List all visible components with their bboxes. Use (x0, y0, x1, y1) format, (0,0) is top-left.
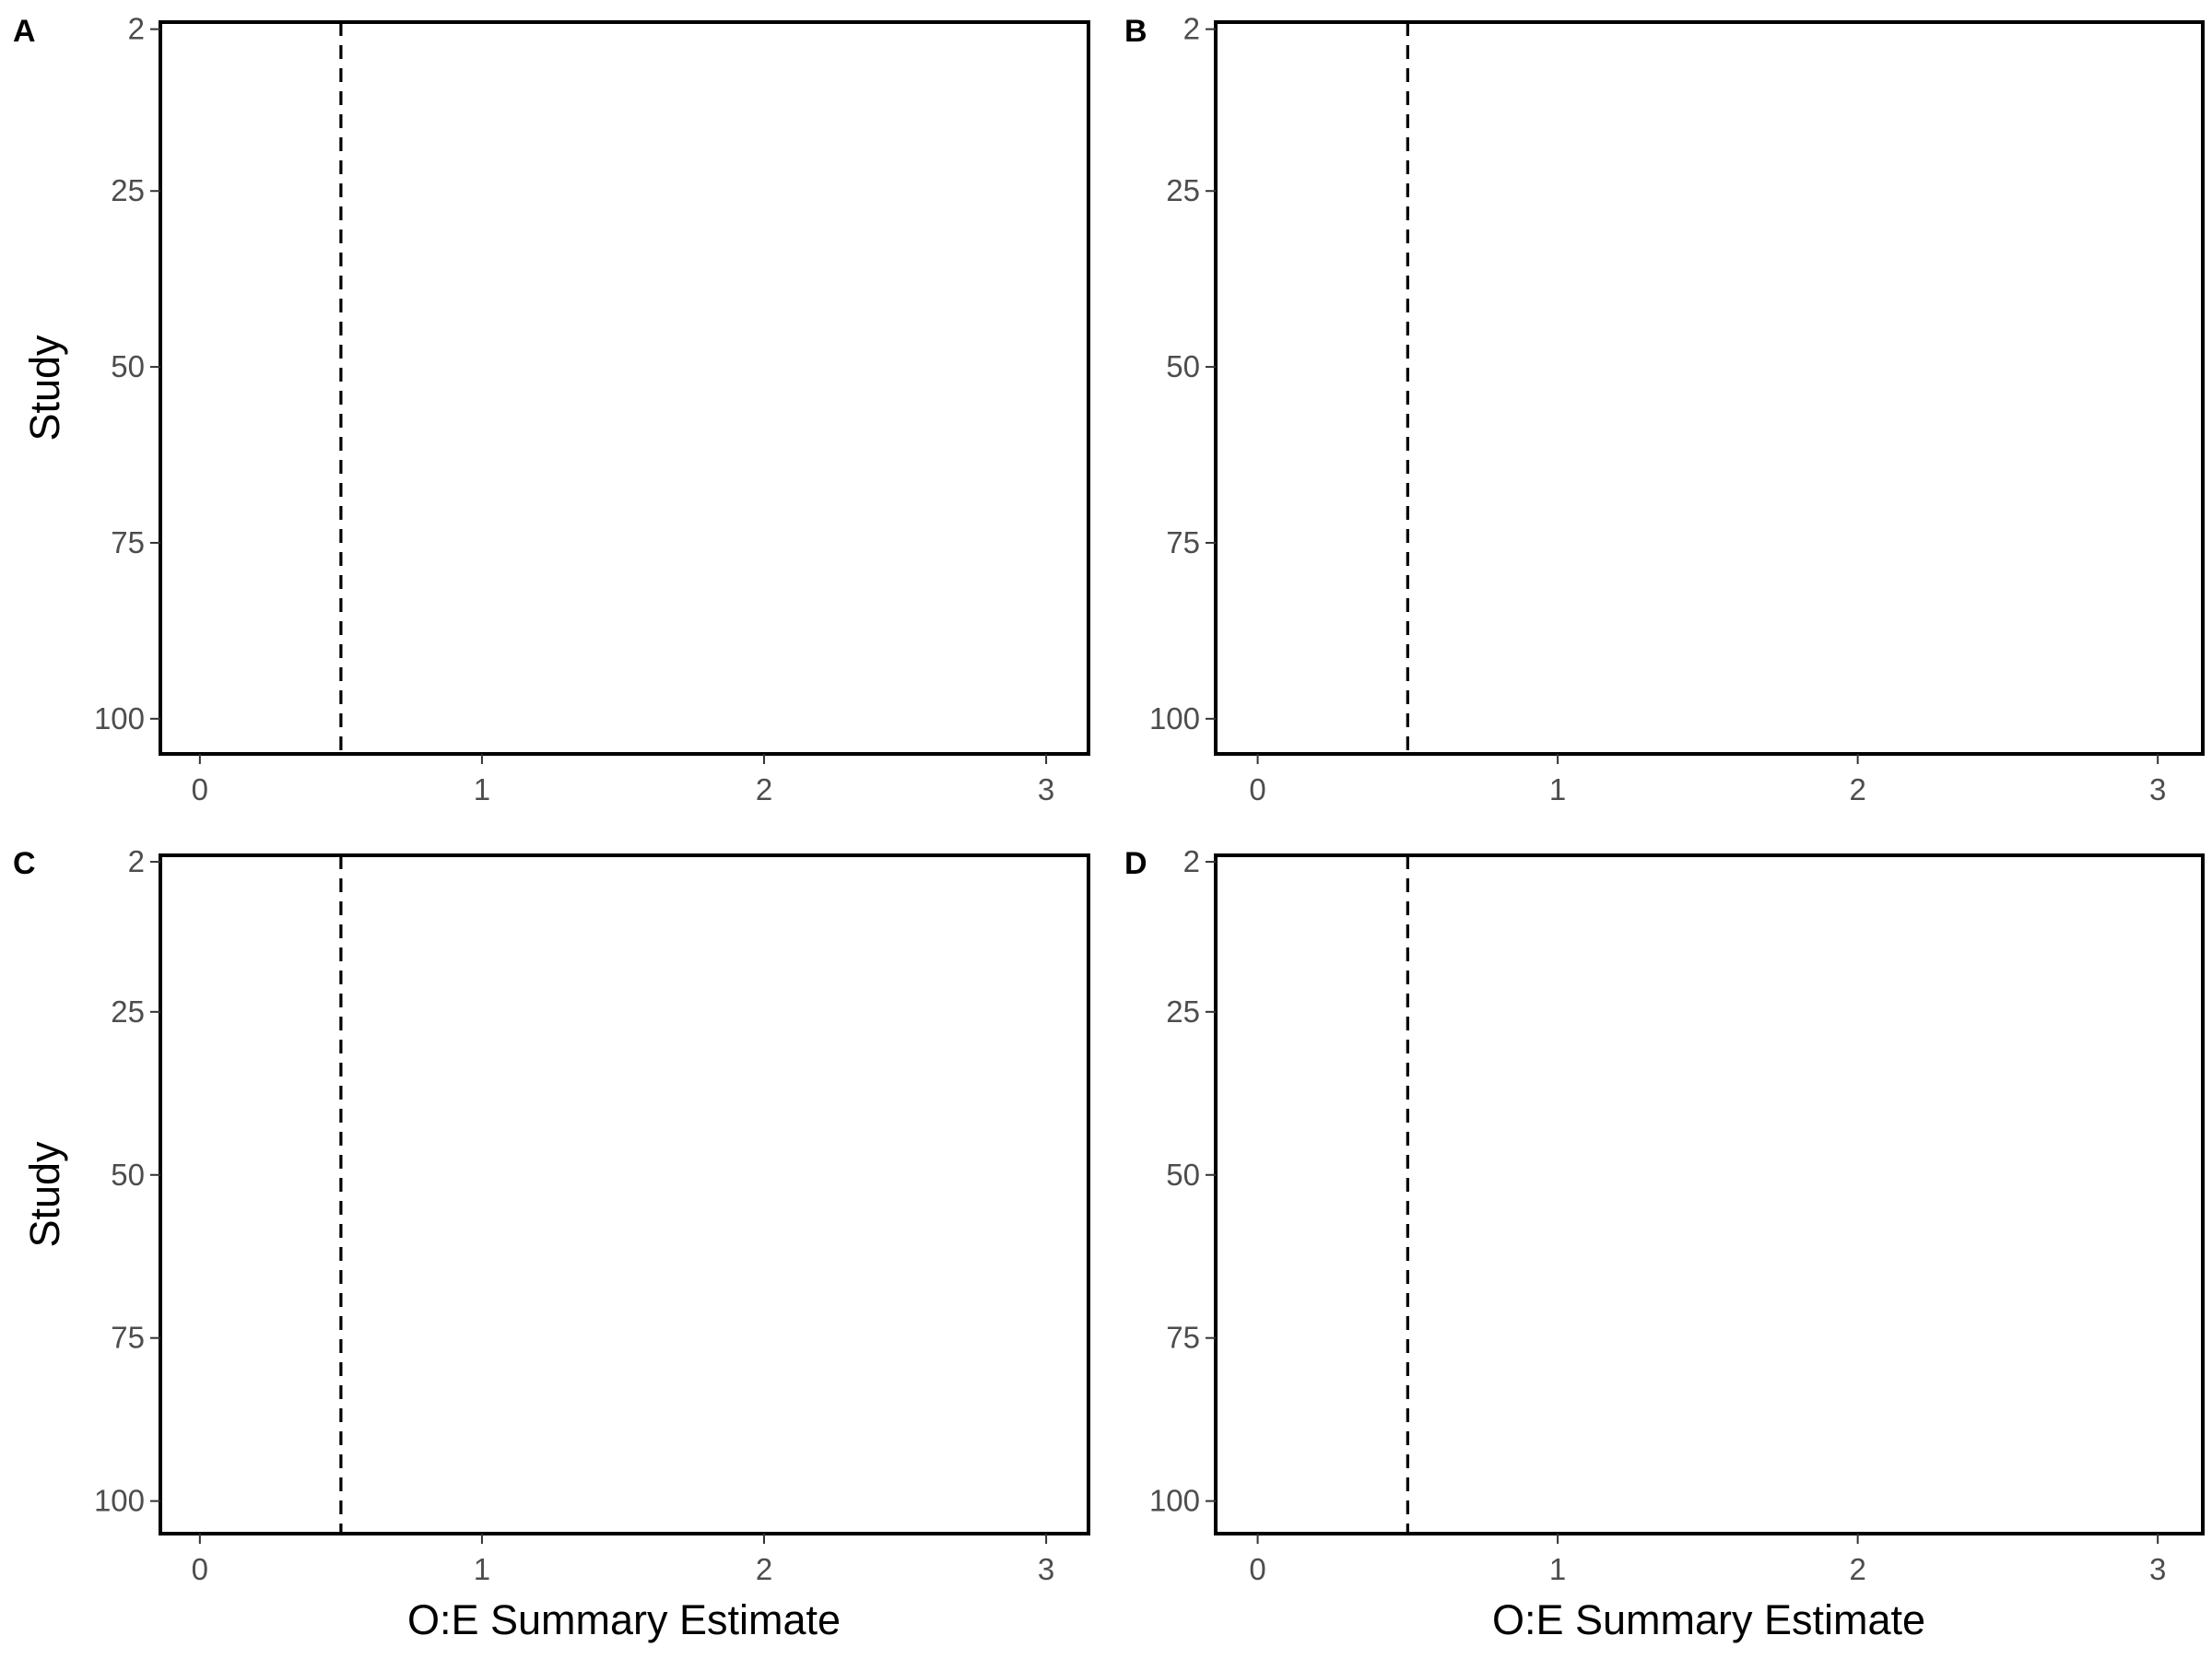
x-axis-title: O:E Summary Estimate (1492, 1596, 1925, 1643)
y-tick-label: 100 (94, 1484, 145, 1518)
y-tick-label: 2 (128, 844, 145, 878)
y-tick-label: 50 (111, 1158, 145, 1192)
panel-border (159, 853, 1090, 1535)
y-axis-title: Study (21, 1141, 68, 1248)
x-tick-label: 3 (2149, 1552, 2166, 1586)
x-tick-label: 0 (1249, 772, 1265, 806)
x-tick-label: 1 (1549, 772, 1566, 806)
y-tick-label: 2 (128, 12, 145, 46)
panel-border (1214, 853, 2205, 1535)
y-tick-label: 50 (111, 349, 145, 383)
y-tick-label: 2 (1183, 12, 1200, 46)
x-tick-label: 0 (192, 772, 208, 806)
y-tick-label: 25 (111, 994, 145, 1029)
x-tick-label: 3 (1038, 772, 1054, 806)
y-tick-label: 100 (1149, 701, 1200, 735)
x-tick-label: 1 (474, 772, 490, 806)
y-tick-label: 75 (111, 1321, 145, 1355)
x-tick-label: 2 (1849, 772, 1865, 806)
y-tick-label: 50 (1166, 349, 1200, 383)
y-tick-label: 50 (1166, 1158, 1200, 1192)
x-tick-label: 2 (1849, 1552, 1865, 1586)
x-tick-label: 3 (1038, 1552, 1054, 1586)
panel-border (159, 20, 1090, 756)
y-tick-label: 2 (1183, 844, 1200, 878)
panel-a: 2 25 50 75 100 0 1 2 3 A Study (13, 12, 1090, 806)
x-tick-label: 1 (474, 1552, 490, 1586)
panel-b: 2 25 50 75 100 0 1 2 3 B (1124, 12, 2205, 806)
x-tick-label: 1 (1549, 1552, 1566, 1586)
x-axis-title: O:E Summary Estimate (407, 1596, 841, 1643)
y-tick-label: 75 (1166, 525, 1200, 559)
y-tick-label: 25 (1166, 173, 1200, 207)
panel-c: 2 25 50 75 100 0 1 2 3 C Study O:E Summary Estimate (13, 844, 1090, 1643)
y-tick-label: 25 (1166, 994, 1200, 1029)
panel-label: B (1124, 14, 1147, 49)
y-axis-title: Study (21, 335, 68, 441)
x-tick-label: 0 (192, 1552, 208, 1586)
y-tick-label: 75 (1166, 1321, 1200, 1355)
panel-label: A (13, 14, 36, 49)
y-tick-label: 100 (1149, 1484, 1200, 1518)
panel-label: D (1124, 846, 1147, 881)
x-tick-label: 0 (1249, 1552, 1265, 1586)
panel-d: 2 25 50 75 100 0 1 2 3 D O:E Summary Estimate (1124, 844, 2205, 1643)
x-tick-label: 2 (756, 772, 772, 806)
panel-border (1214, 20, 2205, 756)
y-tick-label: 75 (111, 525, 145, 559)
panel-label: C (13, 846, 36, 881)
x-tick-label: 2 (756, 1552, 772, 1586)
y-tick-label: 100 (94, 701, 145, 735)
x-tick-label: 3 (2149, 772, 2166, 806)
y-tick-label: 25 (111, 173, 145, 207)
